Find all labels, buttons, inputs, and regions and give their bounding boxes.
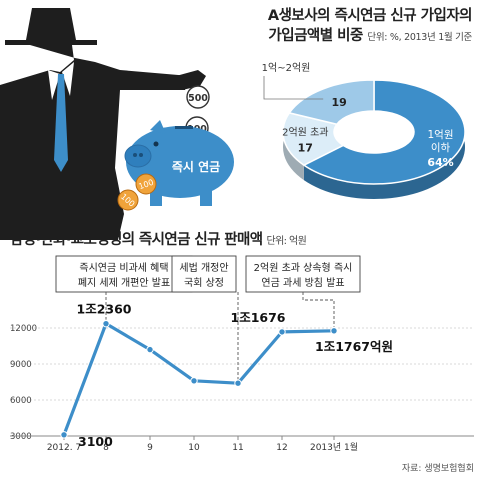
x-tick-label-5: 12 <box>276 443 287 453</box>
annotation-box-0 <box>55 255 193 293</box>
coin-500-label: 500 <box>188 93 208 104</box>
data-point-0 <box>60 431 68 439</box>
x-tick-label-6: 2013년 1월 <box>310 441 358 453</box>
businessman-illustration: 500 100 즉시 연금 100 100 <box>0 8 234 240</box>
series-line <box>62 322 335 436</box>
point-label-2: 1조1676 <box>231 310 286 325</box>
annotation-2-line2: 연금 과세 방침 발표 <box>261 277 344 289</box>
x-tick-label-1: 8 <box>103 443 109 453</box>
falling-coins-icon: 100 100 <box>117 173 157 211</box>
annotation-leader-2 <box>302 292 335 327</box>
donut-title-line2-text: 가입금액별 비중 <box>268 28 363 44</box>
donut-value-2: 19 <box>332 96 347 109</box>
y-tick-label-2: 9000 <box>10 360 32 370</box>
donut-value-0: 64% <box>427 156 453 169</box>
coin-500-icon: 500 <box>186 85 210 109</box>
line-chart: 3000 6000 9000 12000 2012. 7 8 9 10 11 12 2013년 1월… <box>10 255 474 453</box>
businessman-silhouette-icon <box>0 45 190 240</box>
x-tick-label-3: 10 <box>188 443 200 453</box>
annotation-0-line1: 즉시연금 비과세 혜택 <box>79 262 168 274</box>
donut-value-1: 17 <box>298 142 313 155</box>
annotation-box-2 <box>245 255 361 293</box>
annotation-2-line1: 2억원 초과 상속형 즉시 <box>254 262 353 274</box>
donut-label-1: 2억원 초과 <box>282 127 328 139</box>
annotation-0-line2: 폐지 세제 개편안 발표 <box>78 277 170 289</box>
data-point-5 <box>278 328 286 336</box>
donut-hole <box>334 111 414 153</box>
point-label-1: 1조2360 <box>77 302 132 317</box>
donut-slice-2 <box>288 79 375 126</box>
data-point-1 <box>102 319 110 328</box>
white-collar-icon <box>48 62 74 100</box>
point-label-0: 3100 <box>78 434 113 449</box>
donut-label-0-line2: 이하 <box>431 141 451 154</box>
annotation-box-1 <box>171 255 237 293</box>
data-point-3 <box>190 377 198 385</box>
donut-slice-side-0 <box>303 80 465 199</box>
annotation-1-line1: 세법 개정안 <box>179 262 228 274</box>
piggy-bank-label: 즉시 연금 <box>172 159 220 174</box>
donut-label-2: 1억~2억원 <box>262 62 311 74</box>
x-tick-label-2: 9 <box>147 443 153 453</box>
donut-label-0-line1: 1억원 <box>427 129 453 141</box>
hand-icon <box>176 70 206 90</box>
y-tick-label-1: 6000 <box>10 396 32 406</box>
donut-slice-side-1 <box>283 112 304 181</box>
data-point-4 <box>234 379 242 387</box>
donut-title-line2: 가입금액별 비중 단위: %, 2013년 1월 기준 <box>232 26 472 48</box>
y-tick-label-0: 3000 <box>10 432 32 442</box>
hat-icon <box>5 8 97 45</box>
donut-title-line1: A생보사의 즉시연금 신규 가입자의 <box>267 8 473 24</box>
donut-title: A생보사의 즉시연금 신규 가입자의 가입금액별 비중 단위: %, 2013년… <box>232 6 473 48</box>
tie-icon <box>54 74 68 172</box>
line-chart-unit: 단위: 억원 <box>266 236 307 247</box>
source-note: 자료: 생명보험협회 <box>402 462 474 474</box>
x-tick-label-4: 11 <box>232 443 243 453</box>
annotation-1-line2: 국회 상정 <box>184 277 224 289</box>
x-tick-label-0: 2012. 7 <box>47 443 81 453</box>
donut-unit-note: 단위: %, 2013년 1월 기준 <box>367 32 472 43</box>
data-point-2 <box>146 345 154 354</box>
donut-label-2-leader <box>263 76 324 100</box>
y-tick-label-3: 12000 <box>10 324 37 334</box>
point-label-3: 1조1767억원 <box>315 339 393 354</box>
data-point-6 <box>330 327 338 335</box>
